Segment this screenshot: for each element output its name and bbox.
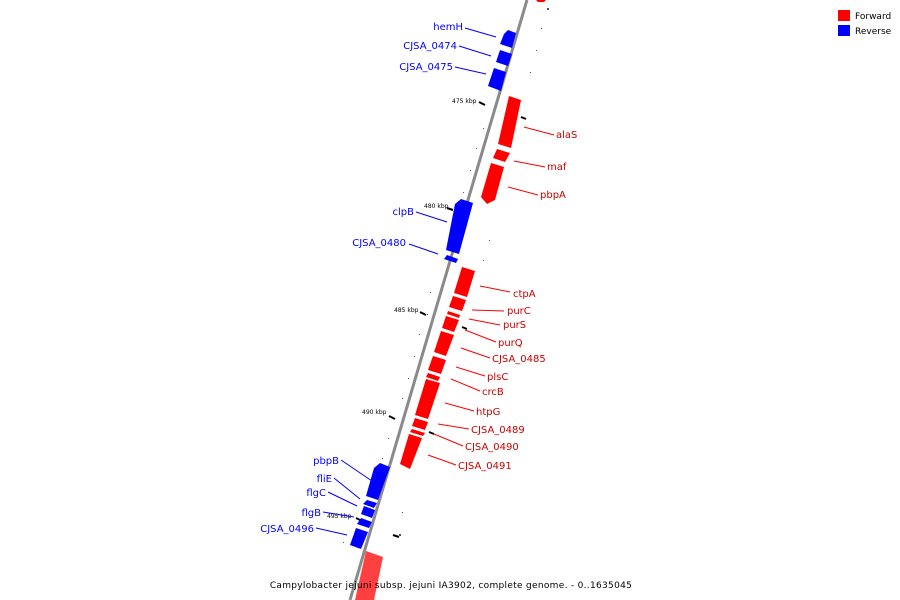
legend-label-reverse: Reverse: [855, 27, 892, 37]
gene-label-fliE: fliE: [317, 474, 332, 485]
legend-swatch-forward: [838, 10, 850, 21]
gene-CJSA_0485[interactable]: [434, 331, 454, 356]
gene-CJSA_0489[interactable]: [412, 418, 428, 430]
legend: Forward Reverse: [838, 10, 892, 37]
gene-label-CJSA_0474: CJSA_0474: [403, 41, 457, 52]
tick-label-480: 480 kbp: [424, 203, 449, 210]
gene-label-clpB: clpB: [393, 207, 415, 218]
gene-purS[interactable]: [447, 311, 460, 318]
gene-fliE[interactable]: [363, 500, 377, 508]
gene-maf[interactable]: [493, 149, 510, 162]
major-ticks: [355, 101, 527, 538]
gene-label-CJSA_0485: CJSA_0485: [492, 354, 546, 365]
legend-label-forward: Forward: [855, 12, 891, 22]
gene-label-flgB: flgB: [301, 508, 321, 519]
gene-htpG[interactable]: [415, 379, 440, 419]
gene-CJSA_0474[interactable]: [496, 50, 512, 66]
tick-label-475: 475 kbp: [452, 98, 477, 105]
tick-labels: 475 kbp 480 kbp 485 kbp 490 kbp 495 kbp: [327, 98, 477, 520]
gene-label-plsC: plsC: [487, 372, 508, 383]
gene-label-purS: purS: [503, 320, 526, 331]
gene-crcB[interactable]: [426, 373, 440, 381]
gene-CJSA_0475[interactable]: [488, 68, 506, 91]
gene-CJSA_0480[interactable]: [444, 255, 458, 263]
gene-label-pbpB: pbpB: [313, 456, 339, 467]
gene-label-CJSA_0475: CJSA_0475: [399, 62, 453, 73]
gene-label-crcB: crcB: [482, 387, 504, 398]
gene-pbpA[interactable]: [481, 163, 504, 204]
reverse-genes: [350, 30, 516, 549]
gene-label-purQ: purQ: [498, 338, 523, 349]
forward-labels: alaS maf pbpA ctpA purC purS purQ CJSA_0…: [458, 130, 577, 472]
gene-clpB[interactable]: [446, 199, 473, 254]
gene-ctpA[interactable]: [454, 267, 475, 297]
gene-partial-bottom: [355, 551, 383, 600]
gene-label-maf: maf: [547, 162, 567, 173]
minor-ticks: [343, 8, 549, 543]
legend-swatch-reverse: [838, 25, 850, 36]
gene-label-htpG: htpG: [476, 407, 500, 418]
genome-backbone: [348, 0, 529, 600]
gene-label-ctpA: ctpA: [513, 289, 536, 300]
gene-CJSA_0491[interactable]: [400, 434, 422, 469]
gene-plsC[interactable]: [428, 356, 446, 374]
gene-partial-top: [536, 0, 546, 2]
genome-caption: Campylobacter jejuni subsp. jejuni IA390…: [270, 581, 632, 591]
gene-label-purC: purC: [507, 306, 531, 317]
gene-label-alaS: alaS: [556, 130, 577, 141]
gene-hemH[interactable]: [500, 30, 516, 48]
gene-flgC[interactable]: [361, 506, 375, 518]
reverse-labels: hemH CJSA_0474 CJSA_0475 clpB CJSA_0480 …: [260, 22, 463, 535]
gene-purC[interactable]: [449, 296, 466, 311]
gene-flgB[interactable]: [357, 518, 372, 528]
gene-label-CJSA_0491: CJSA_0491: [458, 461, 512, 472]
gene-CJSA_0490[interactable]: [410, 429, 425, 436]
forward-leaders: [427, 126, 555, 466]
gene-label-CJSA_0489: CJSA_0489: [471, 425, 525, 436]
tick-label-495: 495 kbp: [327, 513, 352, 520]
gene-purQ[interactable]: [442, 316, 459, 332]
gene-label-CJSA_0490: CJSA_0490: [465, 442, 519, 453]
gene-pbpB[interactable]: [366, 463, 390, 500]
gene-label-CJSA_0480: CJSA_0480: [352, 238, 406, 249]
gene-label-pbpA: pbpA: [540, 190, 566, 201]
tick-label-490: 490 kbp: [362, 409, 387, 416]
tick-label-485: 485 kbp: [394, 307, 419, 314]
gene-CJSA_0496[interactable]: [350, 528, 368, 549]
reverse-leaders: [315, 27, 497, 536]
gene-label-CJSA_0496: CJSA_0496: [260, 524, 314, 535]
gene-label-hemH: hemH: [433, 22, 463, 33]
gene-label-flgC: flgC: [306, 488, 326, 499]
gene-alaS[interactable]: [498, 96, 521, 148]
forward-genes: [400, 96, 521, 469]
